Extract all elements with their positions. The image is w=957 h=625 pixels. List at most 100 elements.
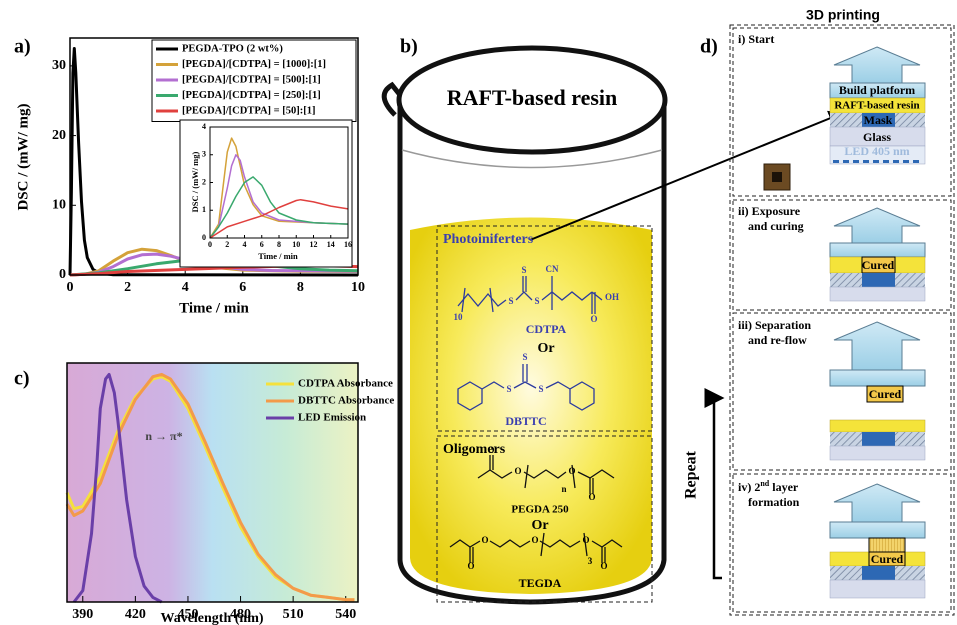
led-dot — [903, 160, 909, 163]
x-tick-label: 4 — [182, 280, 189, 295]
atom-label: S — [534, 296, 539, 306]
atom-label: O — [514, 466, 521, 476]
step-label: i) Start — [738, 32, 774, 46]
platform-arrow — [834, 208, 920, 243]
layer-label: RAFT-based resin — [834, 100, 919, 112]
atom-label: n — [561, 484, 566, 494]
legend-label: PEGDA-TPO (2 wt%) — [182, 43, 283, 54]
led-dot — [833, 160, 839, 163]
atom-label: O — [600, 561, 607, 571]
figure: a)b)c)d)02468100102030PEGDA-TPO (2 wt%)[… — [0, 0, 957, 625]
atom-label: O — [531, 535, 538, 545]
step-label: iv) 2nd layer — [738, 479, 799, 494]
step-label: iii) Separation — [738, 318, 811, 332]
x-tick-label: 510 — [283, 607, 304, 622]
mask-window — [862, 432, 895, 446]
step-label-part: iv) 2 — [738, 480, 760, 494]
step-label: and re-flow — [748, 333, 807, 347]
or-label: Or — [531, 518, 548, 533]
layer-label: Build platform — [839, 83, 915, 97]
atom-label: S — [506, 384, 511, 394]
x-tick-label: 540 — [335, 607, 356, 622]
platform-arrow — [834, 47, 920, 83]
x-tick-label: 8 — [277, 240, 281, 249]
y-tick-label: 30 — [52, 58, 66, 73]
x-tick-label: 10 — [292, 240, 300, 249]
atom-label: S — [521, 265, 526, 275]
x-tick-label: 6 — [260, 240, 264, 249]
build-platform — [830, 522, 925, 538]
atom-label: O — [588, 492, 595, 502]
x-tick-label: 14 — [327, 240, 335, 249]
sample-print — [772, 172, 782, 182]
x-tick-label: 12 — [310, 240, 318, 249]
y-tick-label: 2 — [202, 177, 206, 186]
x-tick-label: 390 — [72, 607, 93, 622]
x-tick-label: 420 — [125, 607, 146, 622]
platform-arrow — [834, 484, 920, 522]
legend-label: [PEGDA]/[CDTPA] = [250]:[1] — [182, 90, 321, 101]
glass-layer — [830, 580, 925, 598]
y-axis-label: DSC / (mW/ mg) — [190, 151, 200, 212]
repeat-bracket — [714, 398, 722, 578]
y-tick-label: 3 — [202, 150, 206, 159]
x-axis-label: Wavelength (nm) — [160, 611, 263, 625]
x-tick-label: 2 — [225, 240, 229, 249]
led-dot — [913, 160, 919, 163]
atom-label: CN — [546, 264, 559, 274]
x-tick-label: 2 — [124, 280, 131, 295]
y-tick-label: 1 — [202, 205, 206, 214]
legend-label: [PEGDA]/[CDTPA] = [1000]:[1] — [182, 59, 326, 70]
x-tick-label: 10 — [351, 280, 365, 295]
or-label: Or — [537, 341, 554, 356]
heading: Photoiniferters — [443, 232, 534, 247]
build-platform — [830, 370, 925, 386]
panel-label: b) — [400, 36, 418, 58]
x-axis-label: Time / min — [258, 251, 298, 261]
x-tick-label: 0 — [208, 240, 212, 249]
led-dot — [883, 160, 889, 163]
atom-label: S — [538, 384, 543, 394]
y-tick-label: 20 — [52, 128, 66, 143]
beaker-panel — [384, 48, 665, 602]
atom-label: 3 — [588, 556, 593, 566]
annotation: n → π* — [145, 429, 182, 443]
step-label-part: layer — [769, 480, 799, 494]
beaker-title: RAFT-based resin — [447, 85, 618, 110]
glass-layer — [830, 287, 925, 301]
compound-name: PEGDA 250 — [511, 504, 569, 516]
panel-label: c) — [14, 368, 30, 390]
panel-title: 3D printing — [806, 7, 880, 23]
x-tick-label: 4 — [243, 240, 247, 249]
atom-label: S — [508, 296, 513, 306]
layer-label: Glass — [863, 130, 891, 144]
platform-arrow — [834, 322, 920, 370]
atom-label: O — [590, 314, 597, 324]
x-axis-label: Time / min — [179, 300, 249, 316]
led-dot — [893, 160, 899, 163]
led-dot — [853, 160, 859, 163]
atom-label: O — [487, 445, 494, 455]
atom-label: O — [582, 535, 589, 545]
step-label: formation — [748, 495, 800, 509]
mask-window — [862, 273, 895, 287]
repeat-label: Repeat — [683, 450, 700, 499]
y-tick-label: 0 — [59, 267, 66, 282]
legend-label: DBTTC Absorbance — [298, 395, 394, 407]
layer-label: Mask — [864, 113, 893, 127]
y-tick-label: 10 — [52, 198, 66, 213]
compound-name: DBTTC — [505, 414, 546, 428]
atom-label: O — [481, 535, 488, 545]
glass-layer — [830, 446, 925, 460]
legend-label: [PEGDA]/[CDTPA] = [50]:[1] — [182, 105, 316, 116]
layer-label: LED 405 nm — [844, 144, 909, 158]
led-dot — [863, 160, 869, 163]
x-tick-label: 8 — [297, 280, 304, 295]
x-tick-label: 16 — [344, 240, 352, 249]
y-tick-label: 0 — [202, 233, 206, 242]
step-label: and curing — [748, 219, 804, 233]
y-tick-label: 4 — [202, 122, 206, 131]
y-axis-label: DSC / (mW/ mg) — [15, 103, 31, 210]
led-dot — [843, 160, 849, 163]
panel-label: d) — [700, 36, 718, 58]
